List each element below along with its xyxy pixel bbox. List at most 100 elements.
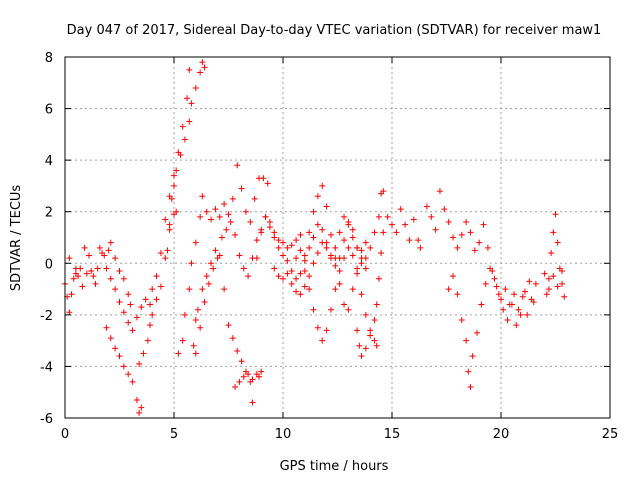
data-point (85, 252, 92, 259)
series-arc-k (271, 213, 369, 298)
data-point (436, 188, 443, 195)
data-point (559, 268, 566, 275)
data-point (513, 322, 520, 329)
series-arc-a (62, 66, 193, 334)
data-point (271, 265, 278, 272)
data-point (280, 239, 286, 246)
data-point (314, 249, 321, 256)
y-tick-label: 6 (45, 103, 53, 118)
series-arc-d (136, 208, 180, 367)
data-point (371, 317, 378, 324)
data-point (212, 206, 219, 213)
series-arc-l (301, 182, 387, 313)
data-point (530, 298, 537, 305)
data-point (356, 342, 363, 349)
data-point (234, 347, 241, 354)
data-point (275, 244, 282, 251)
data-point (306, 273, 313, 280)
data-point (301, 283, 308, 290)
data-point (336, 280, 343, 287)
data-point (147, 322, 154, 329)
data-point (517, 311, 524, 318)
y-tick-label: -6 (40, 412, 53, 427)
data-point (552, 211, 559, 218)
data-point (205, 280, 212, 287)
data-point (367, 244, 374, 251)
data-point (197, 324, 204, 331)
data-point (249, 399, 256, 406)
data-point (297, 231, 304, 238)
series-arc-n (354, 206, 424, 360)
data-points (62, 59, 568, 416)
data-point (306, 286, 313, 293)
data-point (310, 260, 317, 267)
data-point (240, 373, 247, 380)
data-point (354, 265, 361, 272)
data-point (465, 368, 472, 375)
data-point (240, 265, 247, 272)
data-point (192, 239, 199, 246)
data-point (192, 350, 199, 357)
y-tick-label: 2 (45, 206, 53, 221)
series-arc-h (190, 213, 304, 357)
data-point (362, 239, 369, 246)
data-point (249, 376, 256, 383)
data-point (280, 275, 286, 282)
data-point (349, 286, 356, 293)
data-point (345, 306, 352, 313)
data-point (349, 226, 356, 233)
data-point (310, 208, 317, 215)
data-point (323, 203, 330, 210)
data-point (127, 301, 134, 308)
data-point (293, 288, 300, 295)
data-point (327, 231, 334, 238)
data-point (107, 239, 114, 246)
data-point (223, 226, 230, 233)
data-point (166, 221, 173, 228)
data-point (471, 247, 478, 254)
x-tick-label: 20 (493, 427, 510, 442)
data-point (301, 252, 308, 259)
data-point (190, 342, 197, 349)
data-point (232, 231, 239, 238)
data-point (236, 378, 243, 385)
data-point (120, 275, 127, 282)
data-point (354, 327, 361, 334)
data-point (332, 255, 339, 262)
data-point (341, 301, 348, 308)
data-point (467, 229, 474, 236)
data-point (218, 234, 225, 241)
data-point (469, 353, 476, 360)
series-arc-e (164, 59, 208, 254)
data-point (245, 273, 252, 280)
data-point (336, 268, 343, 275)
data-point (90, 273, 97, 280)
data-point (478, 301, 485, 308)
data-point (186, 118, 193, 125)
data-point (380, 188, 387, 195)
data-point (559, 280, 566, 287)
data-point (371, 229, 378, 236)
data-point (301, 257, 308, 264)
data-point (327, 306, 334, 313)
data-point (171, 182, 177, 189)
data-point (441, 206, 448, 213)
data-point (162, 216, 169, 223)
series-arc-i (232, 368, 265, 391)
data-point (238, 185, 245, 192)
data-point (319, 239, 326, 246)
data-point (450, 234, 457, 241)
data-point (275, 273, 282, 280)
data-point (234, 162, 241, 169)
data-point (177, 151, 184, 158)
data-point (541, 270, 548, 277)
data-point (500, 306, 507, 313)
data-point (423, 203, 430, 210)
data-point (511, 291, 518, 298)
data-point (288, 242, 295, 249)
data-point (310, 306, 317, 313)
data-point (482, 280, 489, 287)
data-point (545, 275, 552, 282)
series-arc-p (445, 265, 537, 391)
data-point (310, 234, 317, 241)
